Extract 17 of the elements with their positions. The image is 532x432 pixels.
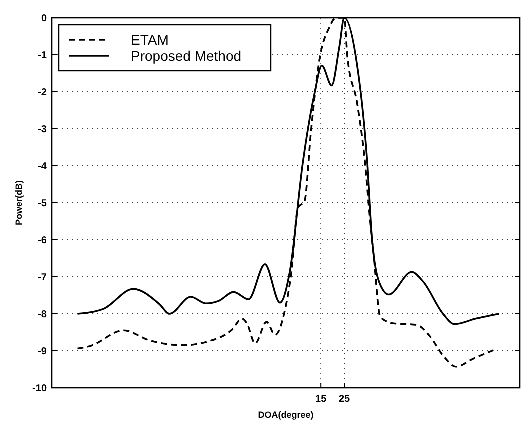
y-axis-title: Power(dB) — [14, 180, 24, 226]
y-tick-label: -5 — [38, 198, 48, 210]
y-tick-label: -6 — [38, 236, 48, 246]
y-tick-label: -7 — [38, 272, 48, 284]
y-tick-label: 0 — [41, 14, 48, 24]
y-tick-label: -4 — [38, 162, 48, 172]
y-tick-label: -3 — [38, 124, 48, 136]
y-tick-label: -10 — [32, 384, 48, 394]
x-tick-label: 25 — [338, 394, 350, 405]
y-tick-label: -2 — [38, 88, 48, 98]
y-tick-label: -9 — [38, 346, 48, 358]
legend-label: Proposed Method — [131, 48, 242, 64]
x-axis-title: DOA(degree) — [258, 410, 314, 420]
legend-label: ETAM — [131, 32, 169, 48]
y-tick-label: -8 — [38, 310, 48, 320]
y-tick-label: -1 — [38, 50, 48, 62]
x-tick-label: 15 — [316, 394, 328, 405]
